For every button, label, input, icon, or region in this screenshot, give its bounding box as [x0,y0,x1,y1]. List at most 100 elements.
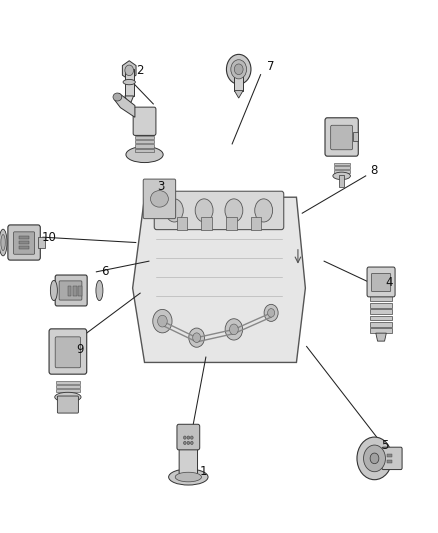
Circle shape [364,445,385,472]
Circle shape [225,319,243,340]
Bar [334,166,350,169]
Ellipse shape [225,199,243,222]
Bar [19,246,29,249]
Bar [370,328,392,333]
Ellipse shape [333,172,350,180]
Ellipse shape [126,147,163,163]
Text: 10: 10 [42,231,57,244]
Circle shape [184,436,186,439]
FancyBboxPatch shape [55,275,87,306]
Polygon shape [234,91,243,98]
Ellipse shape [195,199,213,222]
Circle shape [230,324,238,335]
Text: 7: 7 [267,60,275,73]
FancyBboxPatch shape [367,267,395,297]
Ellipse shape [113,93,122,101]
Bar [370,316,392,320]
Text: 9: 9 [77,343,84,356]
Text: 1: 1 [199,465,207,478]
Bar [234,68,243,91]
FancyBboxPatch shape [57,396,78,413]
Text: 2: 2 [136,64,143,77]
Bar [68,286,71,296]
Text: 5: 5 [381,439,389,451]
Text: 4: 4 [385,276,393,289]
Bar [177,217,187,230]
Bar [19,241,29,244]
Bar [387,454,392,457]
Bar [56,381,80,384]
Bar [135,144,154,148]
Circle shape [184,441,186,445]
Bar [334,170,350,173]
Bar [135,136,154,139]
Ellipse shape [123,79,135,85]
Ellipse shape [151,191,168,207]
Polygon shape [122,61,136,80]
Bar [135,132,154,135]
Bar [370,309,392,314]
FancyBboxPatch shape [382,447,402,470]
Bar [387,460,392,463]
Bar [201,217,212,230]
Bar [334,163,350,165]
Circle shape [264,304,278,321]
FancyBboxPatch shape [59,281,82,300]
Text: 8: 8 [370,164,378,177]
Circle shape [226,54,251,84]
Bar [251,217,261,230]
Ellipse shape [255,199,272,222]
Circle shape [187,436,190,439]
Bar [19,236,29,239]
Polygon shape [125,96,134,102]
Ellipse shape [50,280,57,301]
FancyBboxPatch shape [133,107,156,135]
FancyBboxPatch shape [143,179,176,219]
FancyBboxPatch shape [179,443,198,474]
FancyBboxPatch shape [49,329,87,374]
Bar [226,217,237,230]
Polygon shape [133,197,305,362]
Circle shape [189,328,205,348]
Circle shape [158,316,167,327]
Bar [339,175,344,187]
Circle shape [187,441,190,445]
Ellipse shape [169,469,208,485]
Bar [370,303,392,308]
Bar [353,132,358,141]
Polygon shape [115,93,135,117]
Bar [73,286,77,296]
FancyBboxPatch shape [371,273,391,292]
Circle shape [231,60,247,79]
Circle shape [125,65,134,76]
FancyBboxPatch shape [154,191,284,230]
Bar [370,322,392,327]
Ellipse shape [1,235,5,251]
Text: 6: 6 [101,265,108,278]
Circle shape [191,441,193,445]
Polygon shape [376,333,386,341]
Bar [78,286,82,296]
Circle shape [153,309,172,333]
FancyBboxPatch shape [177,424,200,450]
Ellipse shape [0,229,7,256]
Circle shape [234,64,243,75]
Text: 3: 3 [157,180,164,193]
Bar [125,69,134,96]
FancyBboxPatch shape [331,125,353,150]
Circle shape [357,437,392,480]
Bar [56,389,80,392]
Circle shape [193,333,201,343]
Circle shape [370,453,379,464]
FancyBboxPatch shape [325,118,358,156]
Ellipse shape [96,280,103,301]
Bar [135,140,154,143]
FancyBboxPatch shape [55,337,81,368]
FancyBboxPatch shape [8,225,40,260]
Ellipse shape [175,472,201,482]
Circle shape [191,436,193,439]
Circle shape [268,309,275,317]
Bar [56,385,80,388]
Bar [135,149,154,152]
Bar [38,237,45,248]
